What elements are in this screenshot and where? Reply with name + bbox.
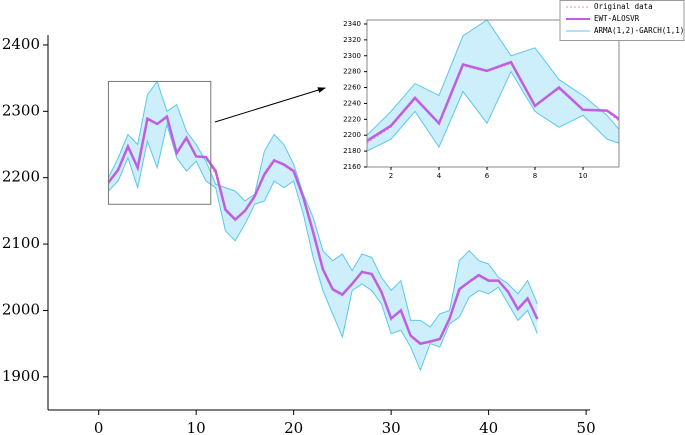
y-tick-label: 2400 <box>2 35 40 53</box>
series-line <box>108 117 538 346</box>
y-tick-label: 2320 <box>343 36 361 44</box>
x-tick-label: 2 <box>389 172 393 180</box>
x-tick-label: 20 <box>284 419 303 435</box>
zoom-arrow <box>214 87 326 123</box>
y-tick-label: 2220 <box>343 115 361 123</box>
plot-area <box>107 80 539 372</box>
plot-area <box>367 20 619 152</box>
legend-box <box>559 0 685 41</box>
axes-frame <box>366 19 620 168</box>
x-tick-label: 40 <box>479 419 498 435</box>
y-tick-label: 2180 <box>343 147 361 155</box>
y-tick-label: 2200 <box>2 168 40 186</box>
y-tick-label: 2160 <box>343 163 361 171</box>
legend-label: ARMA(1,2)-GARCH(1,1) <box>594 26 684 35</box>
x-tick-label: 4 <box>437 172 442 180</box>
y-tick-label: 2260 <box>343 84 361 92</box>
confidence-band <box>108 81 538 371</box>
x-tick-label: 6 <box>485 172 490 180</box>
legend-label: EWT-ALOSVR <box>594 14 640 23</box>
band-edge <box>107 80 538 328</box>
x-tick-label: 50 <box>577 419 596 435</box>
confidence-band <box>367 20 619 152</box>
y-tick-label: 2300 <box>2 101 40 119</box>
legend: Original data EWT-ALOSVR ARMA(1,2)-GARCH(1… <box>559 0 685 41</box>
zoom-box <box>107 80 212 205</box>
y-tick-label: 2340 <box>343 20 361 28</box>
y-tick-label: 2200 <box>343 131 361 139</box>
x-tick-label: 10 <box>579 172 588 180</box>
x-tick-label: 0 <box>94 419 104 435</box>
legend-label: Original data <box>594 2 653 11</box>
band-edge <box>367 70 619 152</box>
band-edge <box>367 20 619 136</box>
inset-plot: 2 4 6 8 10 2160 2180 2200 2220 2240 2260 2280 2300 23… <box>343 19 620 180</box>
series-line <box>107 114 539 345</box>
x-tick-label: 30 <box>382 419 401 435</box>
y-tick-label: 2240 <box>343 99 361 107</box>
band-edge <box>108 122 538 372</box>
series-line <box>367 60 619 142</box>
x-tick-label: 10 <box>187 419 206 435</box>
y-tick-label: 1900 <box>2 367 40 385</box>
y-tick-label: 2100 <box>2 234 40 252</box>
y-tick-label: 2300 <box>343 52 361 60</box>
main-plot: 0 10 20 30 40 50 1900 2000 2100 2200 2300 2400 <box>2 35 596 435</box>
y-tick-label: 2280 <box>343 68 361 76</box>
x-tick-label: 8 <box>533 172 537 180</box>
y-tick-label: 2000 <box>2 300 40 318</box>
